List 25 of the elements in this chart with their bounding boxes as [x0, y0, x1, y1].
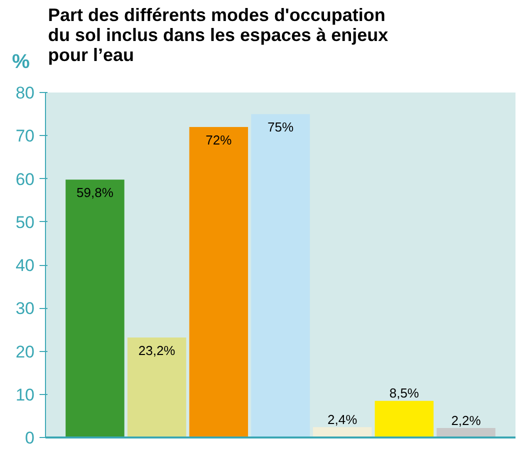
- y-axis-title: %: [12, 50, 30, 75]
- bar: [127, 337, 186, 438]
- data-label: 59,8%: [76, 184, 114, 200]
- bar: [374, 400, 434, 438]
- y-tick-label: 60: [16, 169, 35, 188]
- data-label: 23,2%: [138, 342, 176, 358]
- bar: [312, 426, 372, 438]
- bar: [436, 428, 496, 438]
- data-label: 8,5%: [389, 385, 420, 400]
- y-tick-label: 40: [16, 256, 35, 275]
- y-tick-label: 20: [16, 342, 35, 361]
- chart-title: Part des différents modes d'occupation du sol inclus dans les espaces à enjeux pour l’eau: [48, 5, 388, 65]
- y-tick-label: 80: [16, 83, 35, 102]
- data-label: 72%: [206, 132, 232, 147]
- bar: [189, 126, 248, 438]
- y-tick-label: 0: [25, 428, 35, 448]
- data-label: 2,4%: [328, 411, 358, 426]
- y-tick-label: 50: [16, 212, 35, 232]
- y-tick-label: 70: [16, 126, 35, 146]
- data-label: 75%: [267, 119, 294, 134]
- bar: [66, 179, 124, 438]
- data-label: 2,2%: [451, 412, 482, 428]
- bar: [251, 114, 310, 438]
- y-tick-label: 30: [16, 298, 35, 318]
- y-tick-label: 10: [16, 384, 35, 404]
